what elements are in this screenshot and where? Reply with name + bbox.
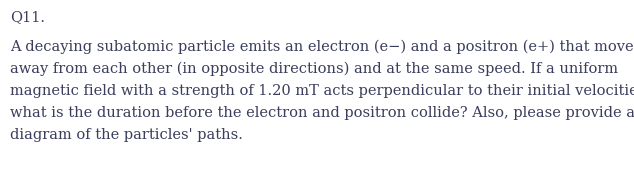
Text: magnetic field with a strength of 1.20 mT acts perpendicular to their initial ve: magnetic field with a strength of 1.20 m…	[10, 84, 634, 98]
Text: Q11.: Q11.	[10, 10, 45, 24]
Text: away from each other (in opposite directions) and at the same speed. If a unifor: away from each other (in opposite direct…	[10, 62, 618, 76]
Text: diagram of the particles' paths.: diagram of the particles' paths.	[10, 128, 243, 142]
Text: A decaying subatomic particle emits an electron (e−) and a positron (e+) that mo: A decaying subatomic particle emits an e…	[10, 40, 633, 54]
Text: what is the duration before the electron and positron collide? Also, please prov: what is the duration before the electron…	[10, 106, 634, 120]
